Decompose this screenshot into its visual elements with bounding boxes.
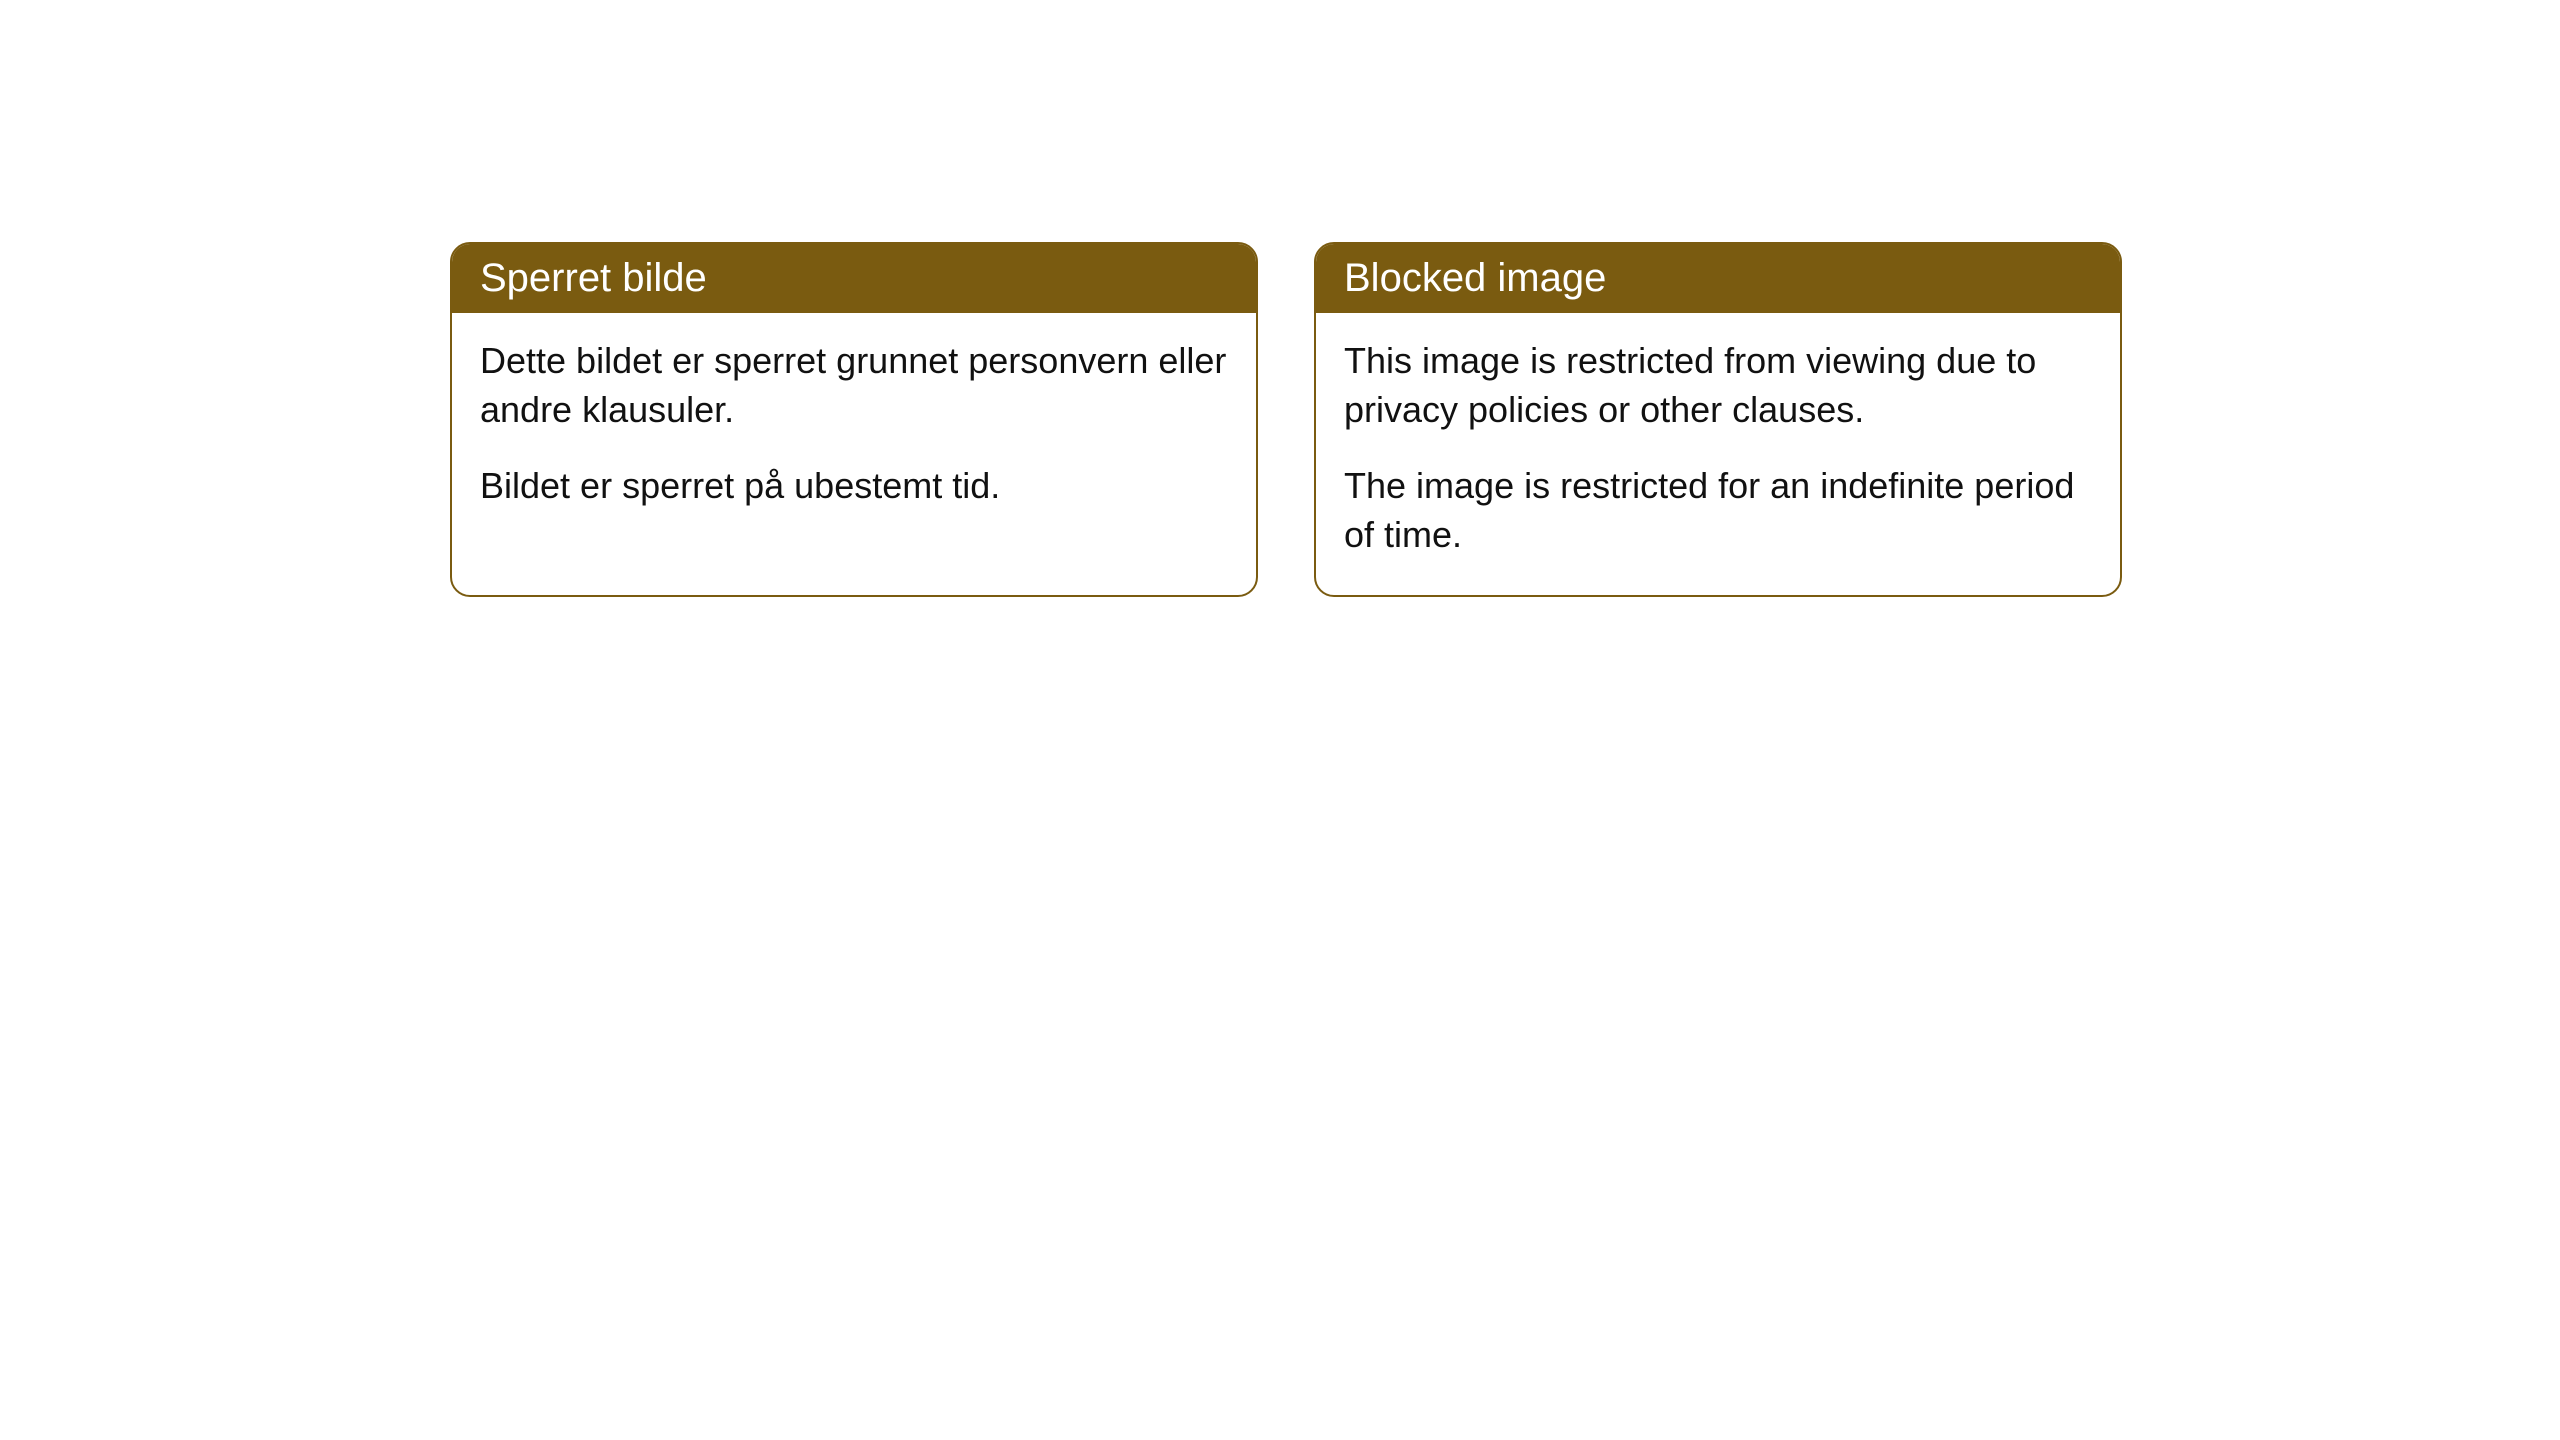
card-header: Sperret bilde (452, 244, 1256, 313)
card-body: Dette bildet er sperret grunnet personve… (452, 313, 1256, 547)
notice-card-norwegian: Sperret bilde Dette bildet er sperret gr… (450, 242, 1258, 597)
card-title: Blocked image (1344, 256, 1606, 300)
notice-container: Sperret bilde Dette bildet er sperret gr… (0, 0, 2560, 597)
notice-card-english: Blocked image This image is restricted f… (1314, 242, 2122, 597)
card-paragraph: This image is restricted from viewing du… (1344, 337, 2092, 434)
card-paragraph: Bildet er sperret på ubestemt tid. (480, 462, 1228, 511)
card-header: Blocked image (1316, 244, 2120, 313)
card-body: This image is restricted from viewing du… (1316, 313, 2120, 595)
card-paragraph: Dette bildet er sperret grunnet personve… (480, 337, 1228, 434)
card-paragraph: The image is restricted for an indefinit… (1344, 462, 2092, 559)
card-title: Sperret bilde (480, 256, 707, 300)
